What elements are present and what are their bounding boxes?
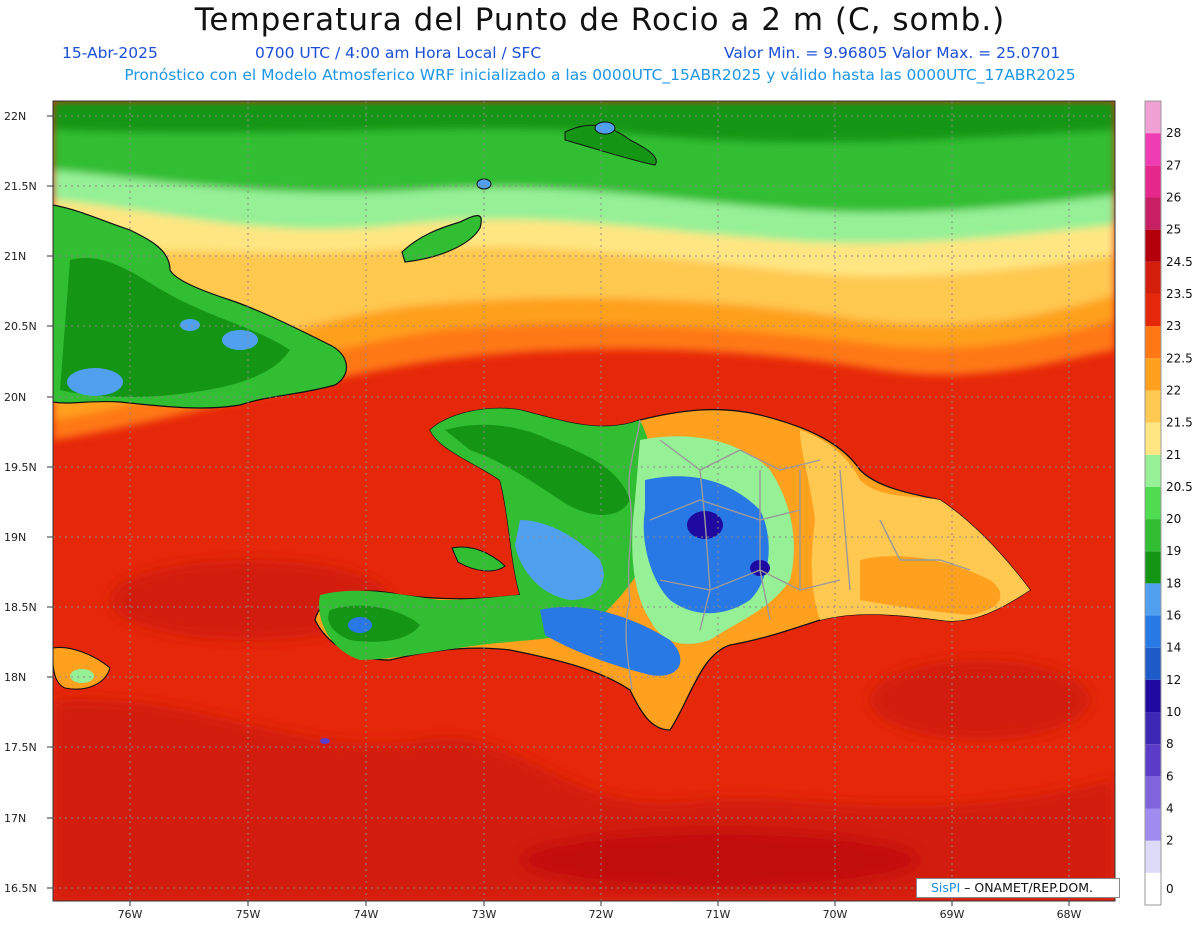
lat-label: 18N xyxy=(4,671,26,684)
jamaica-landmass xyxy=(53,646,111,690)
legend-label: 20 xyxy=(1166,512,1181,526)
legend-label: 24.5 xyxy=(1166,255,1193,269)
hispaniola-landmass xyxy=(314,407,1031,731)
legend-label: 0 xyxy=(1166,882,1174,896)
legend-swatch xyxy=(1145,165,1161,198)
lon-label: 68W xyxy=(1057,908,1082,921)
color-legend: 0 2 4 6 8 10 12 14 16 18 19 20 20.5 21 21.5 22 22.5 23 23.… xyxy=(1144,100,1193,906)
legend-swatch xyxy=(1145,519,1161,552)
legend-swatch xyxy=(1145,647,1161,680)
map-title: Temperatura del Punto de Rocio a 2 m (C,… xyxy=(194,2,1006,38)
lon-label: 71W xyxy=(706,908,731,921)
legend-swatch xyxy=(1145,712,1161,745)
legend-swatch xyxy=(1145,390,1161,423)
bahamas-islands xyxy=(401,121,657,263)
legend-swatch xyxy=(1145,326,1161,359)
latitude-ticks xyxy=(47,115,53,889)
legend-swatch xyxy=(1145,293,1161,327)
legend-swatch xyxy=(1145,679,1161,713)
legend-label: 10 xyxy=(1166,705,1181,719)
legend-swatch xyxy=(1145,197,1161,230)
map-area xyxy=(53,101,1115,901)
legend-swatch xyxy=(1145,776,1161,809)
legend-label: 25 xyxy=(1166,223,1181,237)
legend-label: 12 xyxy=(1166,673,1181,687)
lat-label: 21.5N xyxy=(4,180,37,193)
lon-label: 76W xyxy=(118,908,143,921)
sispi-brand: SisPI xyxy=(931,880,961,895)
legend-swatch xyxy=(1145,101,1161,134)
legend-swatch xyxy=(1145,615,1161,648)
credit-text: – ONAMET/REP.DOM. xyxy=(960,880,1093,895)
legend-swatch xyxy=(1145,229,1161,262)
longitude-axis: 76W 75W 74W 73W 72W 71W 70W 69W 68W xyxy=(118,908,1082,921)
legend-swatch xyxy=(1145,422,1161,455)
legend-swatch xyxy=(1145,358,1161,391)
lat-label: 20.5N xyxy=(4,320,37,333)
map-border xyxy=(52,100,1116,902)
lat-label: 18.5N xyxy=(4,601,37,614)
legend-swatch xyxy=(1145,872,1161,905)
legend-swatch xyxy=(1145,583,1161,616)
legend-label: 22 xyxy=(1166,383,1181,397)
lon-label: 70W xyxy=(823,908,848,921)
very-humid-patches xyxy=(53,560,1115,901)
legend-label: 2 xyxy=(1166,834,1174,848)
legend-label: 6 xyxy=(1166,769,1174,783)
legend-label: 21.5 xyxy=(1166,416,1193,430)
legend-label: 23 xyxy=(1166,319,1181,333)
legend-swatch xyxy=(1145,261,1161,294)
lon-label: 74W xyxy=(354,908,379,921)
legend-swatch xyxy=(1145,551,1161,584)
legend-border xyxy=(1144,100,1162,906)
longitude-ticks xyxy=(129,901,1070,906)
legend-label: 22.5 xyxy=(1166,351,1193,365)
lat-label: 16.5N xyxy=(4,882,37,895)
lon-label: 69W xyxy=(940,908,965,921)
legend-label: 16 xyxy=(1166,609,1181,623)
legend-label: 26 xyxy=(1166,190,1181,204)
legend-label: 27 xyxy=(1166,158,1181,172)
legend-label: 18 xyxy=(1166,576,1181,590)
forecast-time: 0700 UTC / 4:00 am Hora Local / SFC xyxy=(255,44,542,62)
forecast-date: 15-Abr-2025 xyxy=(62,44,158,62)
lon-label: 73W xyxy=(472,908,497,921)
graticule xyxy=(53,101,1115,901)
lat-label: 22N xyxy=(4,110,26,123)
latitude-axis: 22N 21.5N 21N 20.5N 20N 19.5N 19N 18.5N … xyxy=(4,110,37,895)
lat-label: 20N xyxy=(4,391,26,404)
legend-swatch xyxy=(1145,840,1161,873)
legend-swatch xyxy=(1145,486,1161,520)
lat-label: 17N xyxy=(4,812,26,825)
legend-label: 4 xyxy=(1166,802,1174,816)
min-value-dot xyxy=(320,738,330,744)
legend-label: 8 xyxy=(1166,737,1174,751)
lon-label: 75W xyxy=(236,908,261,921)
min-max-values: Valor Min. = 9.96805 Valor Max. = 25.070… xyxy=(724,44,1061,62)
legend-label: 21 xyxy=(1166,448,1181,462)
legend-label: 14 xyxy=(1166,641,1181,655)
legend-label: 28 xyxy=(1166,126,1181,140)
legend-label: 20.5 xyxy=(1166,480,1193,494)
legend-label: 19 xyxy=(1166,544,1181,558)
political-borders xyxy=(625,419,971,691)
legend-swatch xyxy=(1145,744,1161,777)
legend-swatch xyxy=(1145,133,1161,166)
model-subtitle: Pronóstico con el Modelo Atmosferico WRF… xyxy=(124,66,1076,84)
lat-label: 21N xyxy=(4,250,26,263)
lat-label: 19.5N xyxy=(4,461,37,474)
lat-label: 19N xyxy=(4,531,26,544)
lon-label: 72W xyxy=(589,908,614,921)
legend-label: 23.5 xyxy=(1166,287,1193,301)
credit-label: SisPI – ONAMET/REP.DOM. xyxy=(916,878,1120,898)
legend-swatch xyxy=(1145,808,1161,841)
legend-swatch xyxy=(1145,454,1161,487)
lat-label: 17.5N xyxy=(4,741,37,754)
